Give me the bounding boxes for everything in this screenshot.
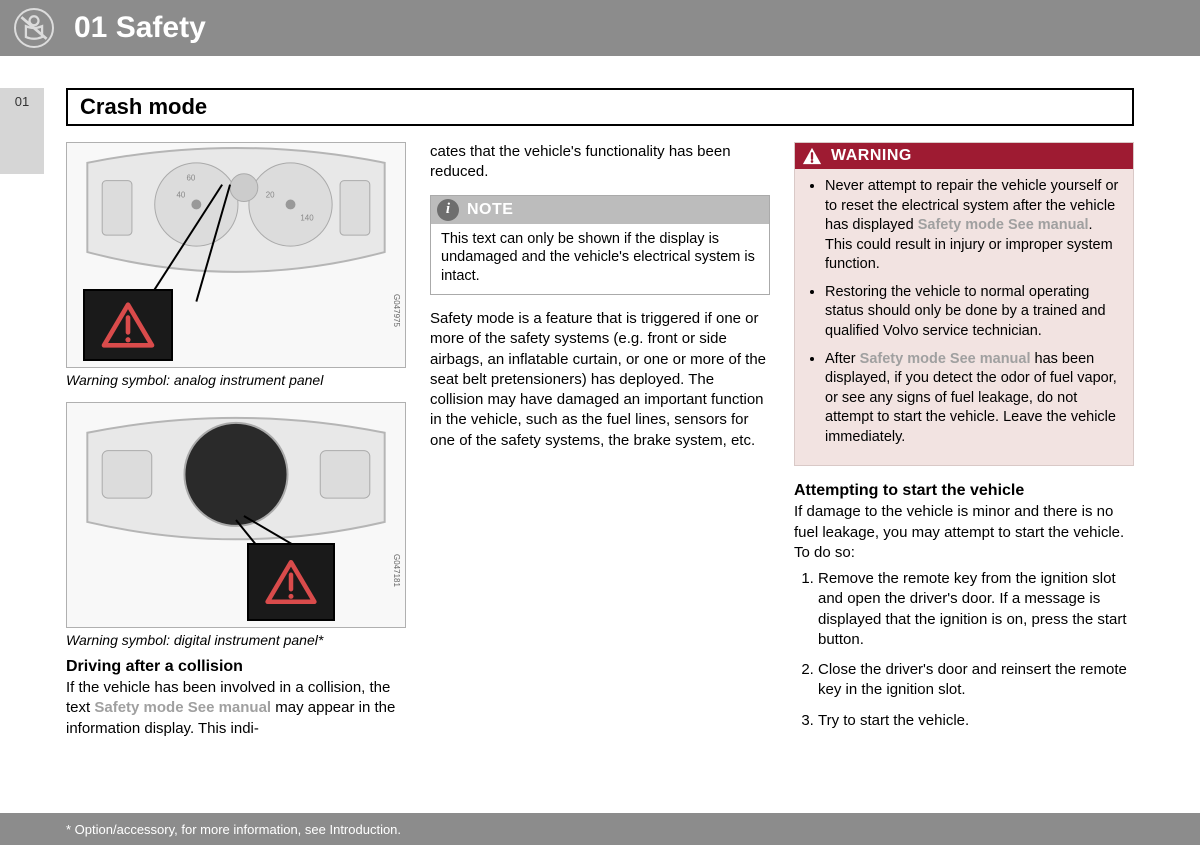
col2-para: Safety mode is a feature that is trigger… bbox=[430, 309, 770, 451]
caption-1: Warning symbol: analog instrument panel bbox=[66, 372, 406, 388]
steps-list: Remove the remote key from the ignition … bbox=[794, 569, 1134, 731]
svg-text:140: 140 bbox=[300, 213, 314, 222]
warning-callout-2 bbox=[247, 543, 335, 621]
svg-text:60: 60 bbox=[186, 174, 195, 183]
col3-intro: If damage to the vehicle is minor and th… bbox=[794, 502, 1134, 563]
warning-header: WARNING bbox=[795, 143, 1133, 169]
figure-digital-panel: G047181 bbox=[66, 402, 406, 628]
warning-callout-1 bbox=[83, 289, 173, 361]
step-1: Remove the remote key from the ignition … bbox=[818, 569, 1134, 650]
subhead-attempting: Attempting to start the vehicle bbox=[794, 482, 1134, 500]
section-title: Crash mode bbox=[66, 88, 1134, 126]
info-icon: i bbox=[437, 199, 459, 221]
note-label: NOTE bbox=[467, 201, 513, 219]
digital-cluster-svg bbox=[67, 403, 405, 627]
seatbelt-svg bbox=[16, 10, 52, 46]
warning-triangle-icon bbox=[264, 558, 318, 606]
svg-text:20: 20 bbox=[266, 191, 275, 200]
column-1: 40 60 20 140 G047975 Warning symbol: ana… bbox=[66, 142, 406, 741]
note-body: This text can only be shown if the displ… bbox=[431, 224, 769, 295]
content-columns: 40 60 20 140 G047975 Warning symbol: ana… bbox=[66, 142, 1134, 741]
warning-item-3: After Safety mode See manual has been di… bbox=[825, 350, 1123, 448]
warning-box: WARNING Never attempt to repair the vehi… bbox=[794, 142, 1134, 466]
footer-note: * Option/accessory, for more information… bbox=[66, 822, 401, 837]
chapter-header: 01 Safety bbox=[0, 0, 1200, 56]
col1-highlight: Safety mode See manual bbox=[94, 699, 271, 716]
figure-id-2: G047181 bbox=[392, 554, 401, 587]
warning-triangle-icon bbox=[100, 301, 156, 349]
column-2: cates that the vehicle's functionality h… bbox=[430, 142, 770, 741]
seatbelt-icon bbox=[14, 8, 54, 48]
footer-bar: * Option/accessory, for more information… bbox=[0, 813, 1200, 845]
column-3: WARNING Never attempt to repair the vehi… bbox=[794, 142, 1134, 741]
warning-item-1: Never attempt to repair the vehicle your… bbox=[825, 177, 1123, 275]
side-tab: 01 bbox=[0, 88, 44, 174]
warning-item-2: Restoring the vehicle to normal operatin… bbox=[825, 283, 1123, 342]
warning-body: Never attempt to repair the vehicle your… bbox=[795, 169, 1133, 465]
caption-2: Warning symbol: digital instrument panel… bbox=[66, 632, 406, 648]
warning-label: WARNING bbox=[831, 147, 912, 165]
subhead-driving: Driving after a collision bbox=[66, 658, 406, 676]
svg-text:40: 40 bbox=[177, 191, 186, 200]
figure-id-1: G047975 bbox=[392, 294, 401, 327]
step-3: Try to start the vehicle. bbox=[818, 711, 1134, 731]
step-2: Close the driver's door and reinsert the… bbox=[818, 660, 1134, 701]
chapter-title: 01 Safety bbox=[74, 11, 206, 45]
col2-lead: cates that the vehicle's functionality h… bbox=[430, 142, 770, 183]
note-header: i NOTE bbox=[431, 196, 769, 224]
col1-body: If the vehicle has been involved in a co… bbox=[66, 678, 406, 739]
warning-icon bbox=[801, 146, 823, 166]
note-box: i NOTE This text can only be shown if th… bbox=[430, 195, 770, 296]
figure-analog-panel: 40 60 20 140 G047975 bbox=[66, 142, 406, 368]
